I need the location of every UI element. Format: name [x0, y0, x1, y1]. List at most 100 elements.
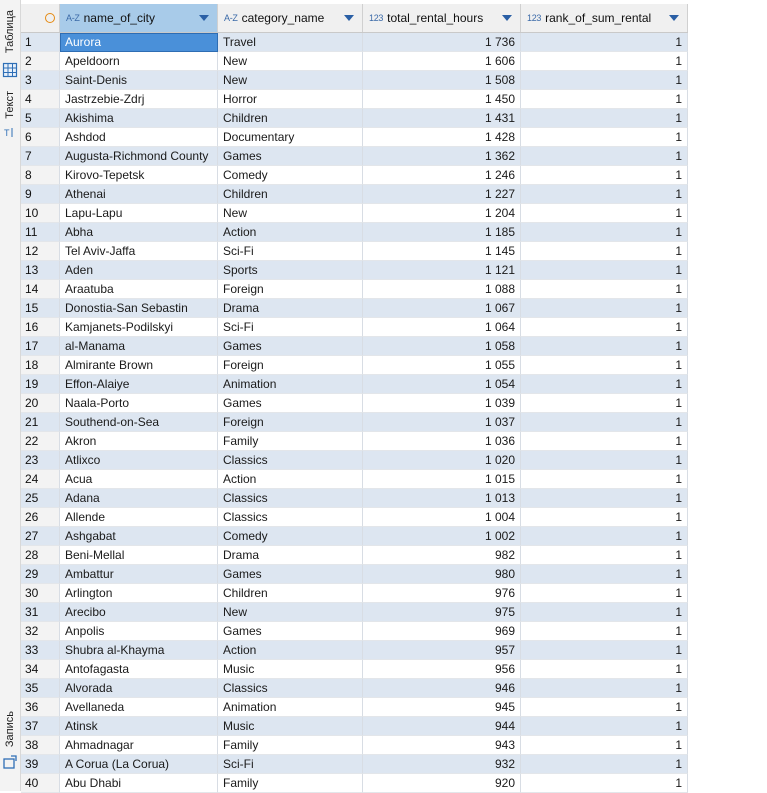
city-cell[interactable]: Kamjanets-Podilskyi [60, 318, 218, 337]
row-number[interactable]: 36 [21, 698, 60, 717]
category-cell[interactable]: Action [218, 641, 363, 660]
row-number[interactable]: 22 [21, 432, 60, 451]
total-hours-cell[interactable]: 1 020 [363, 451, 521, 470]
total-hours-cell[interactable]: 976 [363, 584, 521, 603]
rank-cell[interactable]: 1 [521, 641, 688, 660]
row-number[interactable]: 30 [21, 584, 60, 603]
table-row[interactable]: 16 Kamjanets-Podilskyi Sci-Fi 1 064 1 [21, 318, 688, 337]
city-cell[interactable]: Augusta-Richmond County [60, 147, 218, 166]
table-row[interactable]: 7 Augusta-Richmond County Games 1 362 1 [21, 147, 688, 166]
city-cell[interactable]: Anpolis [60, 622, 218, 641]
rank-cell[interactable]: 1 [521, 299, 688, 318]
category-cell[interactable]: Animation [218, 698, 363, 717]
rank-cell[interactable]: 1 [521, 223, 688, 242]
total-hours-cell[interactable]: 1 428 [363, 128, 521, 147]
total-hours-cell[interactable]: 969 [363, 622, 521, 641]
row-number[interactable]: 39 [21, 755, 60, 774]
row-number[interactable]: 33 [21, 641, 60, 660]
table-row[interactable]: 9 Athenai Children 1 227 1 [21, 185, 688, 204]
row-number[interactable]: 15 [21, 299, 60, 318]
total-hours-cell[interactable]: 1 450 [363, 90, 521, 109]
city-cell[interactable]: Aurora [60, 33, 218, 52]
rank-cell[interactable]: 1 [521, 375, 688, 394]
table-row[interactable]: 35 Alvorada Classics 946 1 [21, 679, 688, 698]
city-cell[interactable]: Akron [60, 432, 218, 451]
table-row[interactable]: 25 Adana Classics 1 013 1 [21, 489, 688, 508]
rank-cell[interactable]: 1 [521, 109, 688, 128]
total-hours-cell[interactable]: 1 058 [363, 337, 521, 356]
category-cell[interactable]: Foreign [218, 413, 363, 432]
row-number[interactable]: 27 [21, 527, 60, 546]
rank-cell[interactable]: 1 [521, 147, 688, 166]
total-hours-cell[interactable]: 1 004 [363, 508, 521, 527]
city-cell[interactable]: Effon-Alaiye [60, 375, 218, 394]
category-cell[interactable]: Sci-Fi [218, 755, 363, 774]
rank-cell[interactable]: 1 [521, 717, 688, 736]
category-cell[interactable]: Comedy [218, 166, 363, 185]
table-row[interactable]: 6 Ashdod Documentary 1 428 1 [21, 128, 688, 147]
tab-text[interactable]: Текст [0, 88, 20, 122]
city-cell[interactable]: Tel Aviv-Jaffa [60, 242, 218, 261]
table-row[interactable]: 40 Abu Dhabi Family 920 1 [21, 774, 688, 793]
category-cell[interactable]: Classics [218, 489, 363, 508]
tab-table[interactable]: Таблица [0, 6, 20, 58]
table-row[interactable]: 21 Southend-on-Sea Foreign 1 037 1 [21, 413, 688, 432]
row-number[interactable]: 6 [21, 128, 60, 147]
rank-cell[interactable]: 1 [521, 71, 688, 90]
total-hours-cell[interactable]: 1 067 [363, 299, 521, 318]
table-row[interactable]: 26 Allende Classics 1 004 1 [21, 508, 688, 527]
table-row[interactable]: 39 A Corua (La Corua) Sci-Fi 932 1 [21, 755, 688, 774]
category-cell[interactable]: New [218, 603, 363, 622]
rank-cell[interactable]: 1 [521, 337, 688, 356]
city-cell[interactable]: Antofagasta [60, 660, 218, 679]
row-number[interactable]: 11 [21, 223, 60, 242]
row-number[interactable]: 28 [21, 546, 60, 565]
category-cell[interactable]: Games [218, 622, 363, 641]
row-number[interactable]: 21 [21, 413, 60, 432]
rank-cell[interactable]: 1 [521, 546, 688, 565]
total-hours-cell[interactable]: 956 [363, 660, 521, 679]
table-row[interactable]: 17 al-Manama Games 1 058 1 [21, 337, 688, 356]
table-row[interactable]: 27 Ashgabat Comedy 1 002 1 [21, 527, 688, 546]
table-row[interactable]: 23 Atlixco Classics 1 020 1 [21, 451, 688, 470]
row-number[interactable]: 13 [21, 261, 60, 280]
rank-cell[interactable]: 1 [521, 128, 688, 147]
category-cell[interactable]: New [218, 204, 363, 223]
total-hours-cell[interactable]: 1 036 [363, 432, 521, 451]
table-row[interactable]: 22 Akron Family 1 036 1 [21, 432, 688, 451]
category-cell[interactable]: Children [218, 109, 363, 128]
rank-cell[interactable]: 1 [521, 166, 688, 185]
category-cell[interactable]: Classics [218, 508, 363, 527]
row-number[interactable]: 26 [21, 508, 60, 527]
rank-cell[interactable]: 1 [521, 185, 688, 204]
row-number[interactable]: 34 [21, 660, 60, 679]
category-cell[interactable]: New [218, 71, 363, 90]
rank-cell[interactable]: 1 [521, 603, 688, 622]
city-cell[interactable]: Saint-Denis [60, 71, 218, 90]
row-number-header[interactable] [21, 4, 60, 32]
row-number[interactable]: 37 [21, 717, 60, 736]
table-row[interactable]: 2 Apeldoorn New 1 606 1 [21, 52, 688, 71]
rank-cell[interactable]: 1 [521, 660, 688, 679]
total-hours-cell[interactable]: 975 [363, 603, 521, 622]
table-row[interactable]: 14 Araatuba Foreign 1 088 1 [21, 280, 688, 299]
rank-cell[interactable]: 1 [521, 394, 688, 413]
table-row[interactable]: 4 Jastrzebie-Zdrj Horror 1 450 1 [21, 90, 688, 109]
rank-cell[interactable]: 1 [521, 736, 688, 755]
category-cell[interactable]: Games [218, 394, 363, 413]
city-cell[interactable]: Beni-Mellal [60, 546, 218, 565]
category-cell[interactable]: Children [218, 584, 363, 603]
total-hours-cell[interactable]: 1 088 [363, 280, 521, 299]
table-row[interactable]: 10 Lapu-Lapu New 1 204 1 [21, 204, 688, 223]
rank-cell[interactable]: 1 [521, 204, 688, 223]
category-cell[interactable]: Drama [218, 546, 363, 565]
row-number[interactable]: 12 [21, 242, 60, 261]
total-hours-cell[interactable]: 1 185 [363, 223, 521, 242]
rank-cell[interactable]: 1 [521, 52, 688, 71]
table-row[interactable]: 11 Abha Action 1 185 1 [21, 223, 688, 242]
total-hours-cell[interactable]: 1 015 [363, 470, 521, 489]
total-hours-cell[interactable]: 946 [363, 679, 521, 698]
text-mode-icon[interactable]: T [2, 124, 18, 140]
dropdown-arrow-icon[interactable] [502, 15, 512, 21]
city-cell[interactable]: Araatuba [60, 280, 218, 299]
